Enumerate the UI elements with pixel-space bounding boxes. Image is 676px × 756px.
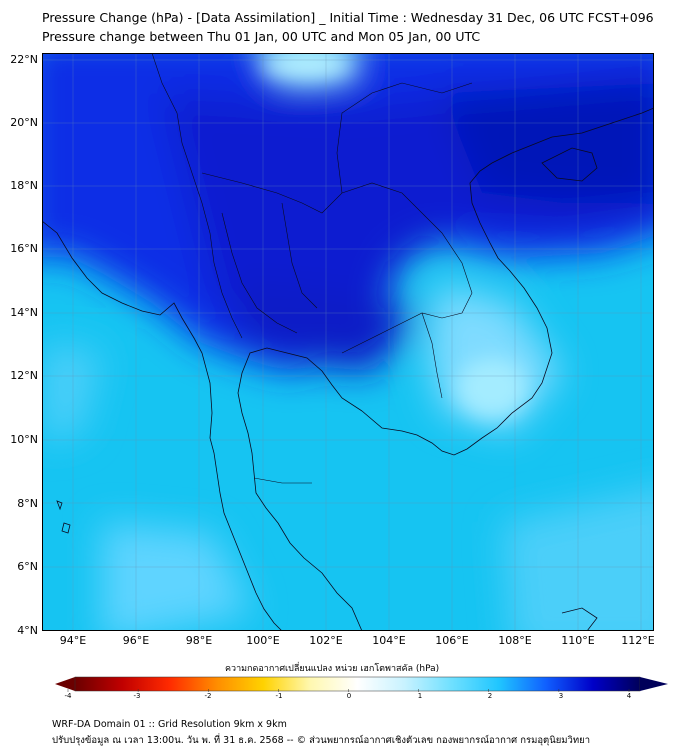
lon-label-98e: 98°E bbox=[185, 634, 213, 647]
lat-label-20n: 20°N bbox=[10, 116, 38, 129]
lon-label-102e: 102°E bbox=[309, 634, 343, 647]
lon-label-110e: 110°E bbox=[561, 634, 595, 647]
map-title: Pressure Change (hPa) - [Data Assimilati… bbox=[42, 10, 654, 25]
colorbar bbox=[55, 676, 668, 692]
colorbar-tick: 0 bbox=[346, 692, 352, 700]
lat-label-18n: 18°N bbox=[10, 179, 38, 192]
lat-label-8n: 8°N bbox=[17, 497, 38, 510]
colorbar-tick: -1 bbox=[275, 692, 283, 700]
lat-label-22n: 22°N bbox=[10, 53, 38, 66]
colorbar-min-arrow bbox=[55, 677, 75, 691]
update-credit: ปรับปรุงข้อมูล ณ เวลา 13:00น. วัน พ. ที่… bbox=[52, 735, 591, 746]
lon-label-112e: 112°E bbox=[621, 634, 655, 647]
colorbar-tick: 1 bbox=[417, 692, 423, 700]
lat-label-16n: 16°N bbox=[10, 242, 38, 255]
coastlines bbox=[42, 107, 654, 631]
lon-label-108e: 108°E bbox=[498, 634, 532, 647]
lat-label-4n: 4°N bbox=[17, 624, 38, 637]
colorbar-tick: 4 bbox=[626, 692, 632, 700]
colorbar-tick: -4 bbox=[64, 692, 72, 700]
graticule bbox=[42, 53, 654, 631]
map-subtitle: Pressure change between Thu 01 Jan, 00 U… bbox=[42, 29, 481, 44]
colorbar-tick: 3 bbox=[558, 692, 564, 700]
colorbar-label: ความกดอากาศเปลี่ยนแปลง หน่วย เฮกโตพาสคัล… bbox=[225, 664, 440, 674]
country-borders bbox=[151, 53, 473, 484]
colorbar-tick: -3 bbox=[133, 692, 141, 700]
lat-label-10n: 10°N bbox=[10, 433, 38, 446]
lon-label-104e: 104°E bbox=[372, 634, 406, 647]
colorbar-tick: 2 bbox=[487, 692, 493, 700]
lat-label-12n: 12°N bbox=[10, 369, 38, 382]
lat-label-14n: 14°N bbox=[10, 306, 38, 319]
model-info: WRF-DA Domain 01 :: Grid Resolution 9km … bbox=[52, 719, 287, 730]
lon-label-94e: 94°E bbox=[59, 634, 87, 647]
lon-label-100e: 100°E bbox=[246, 634, 280, 647]
lon-label-106e: 106°E bbox=[435, 634, 469, 647]
pressure-change-map bbox=[42, 53, 654, 631]
lon-label-96e: 96°E bbox=[122, 634, 150, 647]
colorbar-max-arrow bbox=[640, 677, 668, 691]
lat-label-6n: 6°N bbox=[17, 560, 38, 573]
colorbar-tick: -2 bbox=[204, 692, 212, 700]
colorbar-gradient bbox=[74, 676, 641, 692]
